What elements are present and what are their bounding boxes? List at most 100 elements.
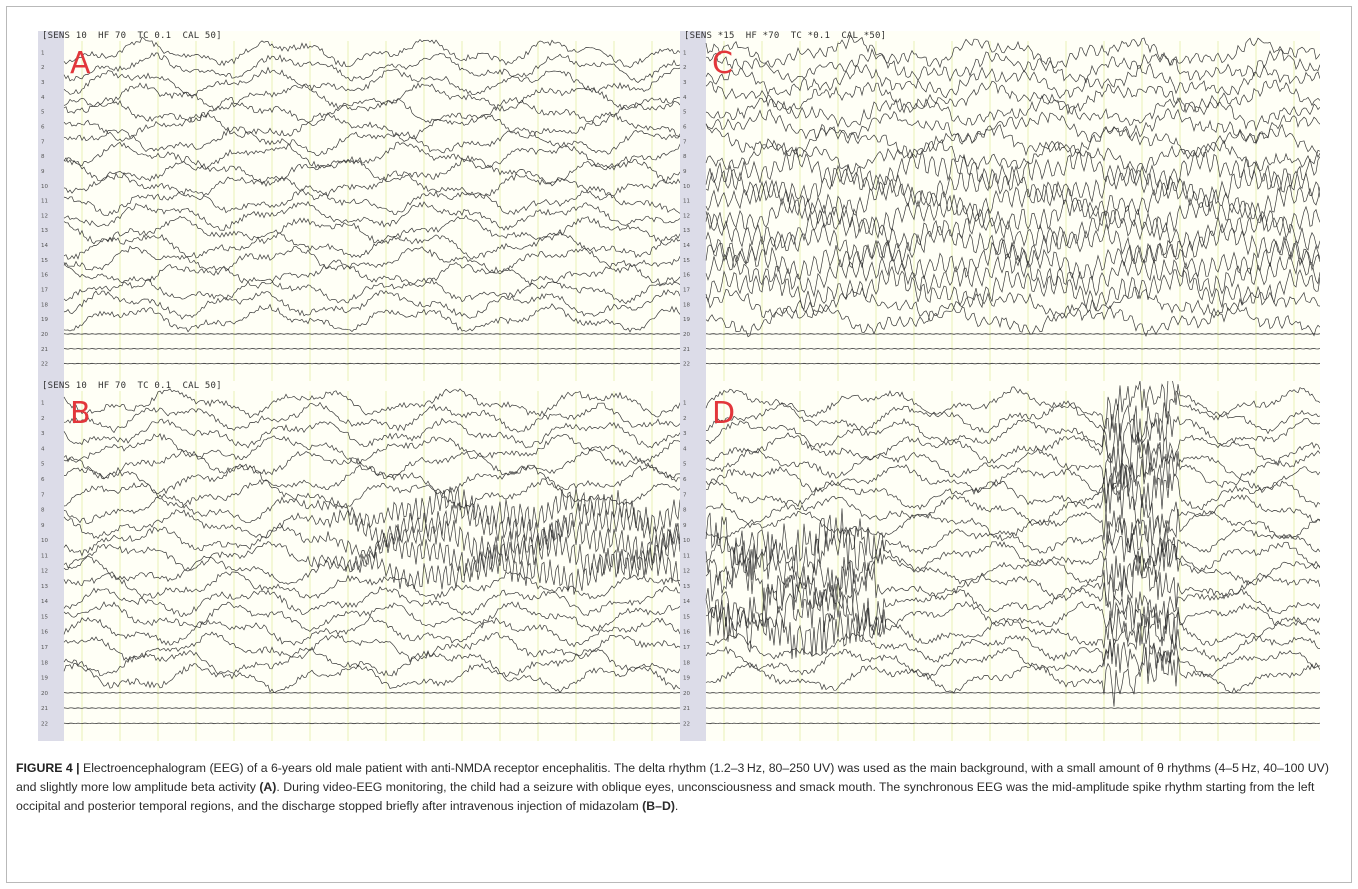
channel-number: 1 <box>683 50 687 56</box>
channel-number: 12 <box>683 213 690 219</box>
channel-number: 16 <box>41 273 48 279</box>
eeg-channel-trace <box>705 591 1320 647</box>
channel-number: 16 <box>683 273 690 279</box>
channel-number: 5 <box>41 110 45 116</box>
eeg-channel-trace <box>705 302 1320 338</box>
eeg-channel-trace <box>63 185 704 216</box>
channel-number: 15 <box>683 258 690 264</box>
panel-c-letter: C <box>712 46 733 81</box>
channel-number: 8 <box>683 508 687 514</box>
eeg-channel-trace <box>63 646 704 678</box>
eeg-channel-trace <box>63 214 704 246</box>
eeg-channel-trace <box>705 639 1320 678</box>
channel-number: 18 <box>683 660 690 666</box>
channel-number: 10 <box>683 184 690 190</box>
eeg-channel-trace <box>705 692 1320 694</box>
eeg-channel-trace <box>705 451 1320 504</box>
eeg-channel-trace <box>705 574 1320 636</box>
panel-c-settings: [SENS *15 HF *70 TC *0.1 CAL *50] <box>684 31 887 41</box>
caption-ref-a: (A) <box>259 780 277 794</box>
channel-number: 14 <box>683 599 690 605</box>
eeg-channel-trace <box>63 433 704 465</box>
channel-number: 7 <box>41 492 45 498</box>
eeg-channel-trace <box>63 229 704 260</box>
figure-label: FIGURE 4 | <box>16 761 80 775</box>
eeg-channel-trace <box>705 178 1320 225</box>
channel-number: 5 <box>683 462 687 468</box>
eeg-channel-trace <box>63 388 704 419</box>
channel-number: 13 <box>683 584 690 590</box>
caption-text-part-1: Electroencephalogram (EEG) of a 6-years … <box>16 761 1329 794</box>
channel-ruler <box>680 31 706 381</box>
channel-number: 17 <box>683 288 690 294</box>
eeg-panel-c: 1 2 3 4 5 6 7 8 9 10 11 12 13 14 15 16 17 18 19 20 21 22 [SEN… <box>680 31 1320 381</box>
channel-number: 5 <box>683 110 687 116</box>
eeg-channel-trace <box>63 259 704 289</box>
eeg-channel-trace <box>705 527 1320 582</box>
channel-number: 20 <box>683 691 690 697</box>
eeg-channel-trace <box>63 52 704 83</box>
eeg-channel-trace <box>705 348 1320 350</box>
channel-number: 6 <box>41 477 45 483</box>
eeg-channel-trace <box>63 111 704 142</box>
channel-number: 22 <box>41 721 48 727</box>
channel-number: 2 <box>41 65 45 71</box>
channel-number: 21 <box>683 706 690 712</box>
eeg-panel-a: 1 2 3 4 5 6 7 8 9 10 11 12 13 14 15 16 17 18 19 20 21 22 [SEN… <box>38 31 704 381</box>
channel-number: 7 <box>683 492 687 498</box>
channel-number: 19 <box>41 676 48 682</box>
eeg-channel-trace <box>63 155 704 187</box>
channel-number: 3 <box>41 80 45 86</box>
eeg-channel-trace <box>63 362 704 365</box>
eeg-channel-trace <box>705 237 1320 280</box>
eeg-channel-trace <box>63 245 704 276</box>
channel-number: 10 <box>683 538 690 544</box>
eeg-channel-trace <box>63 401 704 434</box>
eeg-channel-trace <box>63 333 704 335</box>
eeg-channel-trace <box>705 253 1320 298</box>
eeg-channel-trace <box>63 571 704 601</box>
eeg-channel-trace <box>705 222 1320 269</box>
channel-number: 11 <box>683 553 690 559</box>
channel-number: 13 <box>41 584 48 590</box>
channel-ruler <box>38 381 64 741</box>
eeg-panel-b: 1 2 3 4 5 6 7 8 9 10 11 12 13 14 15 16 17 18 19 20 21 22 [SEN… <box>38 381 704 741</box>
eeg-channel-trace <box>63 500 704 551</box>
eeg-channel-trace <box>705 381 1320 430</box>
panel-b-settings: [SENS 10 HF 70 TC 0.1 CAL 50] <box>42 381 222 391</box>
panel-a-settings: [SENS 10 HF 70 TC 0.1 CAL 50] <box>42 31 222 41</box>
eeg-channel-trace <box>63 170 704 201</box>
channel-number: 15 <box>41 258 48 264</box>
channel-number: 4 <box>683 95 687 101</box>
eeg-channel-trace <box>705 108 1320 145</box>
eeg-channel-trace <box>63 662 704 694</box>
channel-number: 12 <box>683 569 690 575</box>
eeg-panel-d: 1 2 3 4 5 6 7 8 9 10 11 12 13 14 15 16 17 18 19 20 21 22 D <box>680 381 1320 741</box>
eeg-channel-trace <box>63 82 704 112</box>
channel-number: 1 <box>683 401 687 407</box>
channel-number: 13 <box>41 228 48 234</box>
panel-a-letter: A <box>70 46 91 81</box>
eeg-channel-trace <box>63 200 704 231</box>
eeg-channel-trace <box>705 555 1320 614</box>
channel-number: 10 <box>41 538 48 544</box>
channel-number: 1 <box>41 50 45 56</box>
channel-number: 20 <box>41 332 48 338</box>
channel-number: 16 <box>683 630 690 636</box>
eeg-channel-trace <box>63 585 704 618</box>
eeg-channel-trace <box>705 390 1320 445</box>
channel-number: 15 <box>683 614 690 620</box>
channel-number: 17 <box>41 645 48 651</box>
channel-number: 2 <box>41 416 45 422</box>
eeg-channel-trace <box>705 432 1320 478</box>
channel-number: 15 <box>41 614 48 620</box>
eeg-channel-trace <box>63 417 704 449</box>
eeg-channel-trace <box>63 303 704 333</box>
channel-number: 16 <box>41 630 48 636</box>
channel-number: 19 <box>683 317 690 323</box>
channel-number: 18 <box>683 302 690 308</box>
eeg-channel-trace <box>705 722 1320 725</box>
channel-number: 22 <box>683 362 690 368</box>
